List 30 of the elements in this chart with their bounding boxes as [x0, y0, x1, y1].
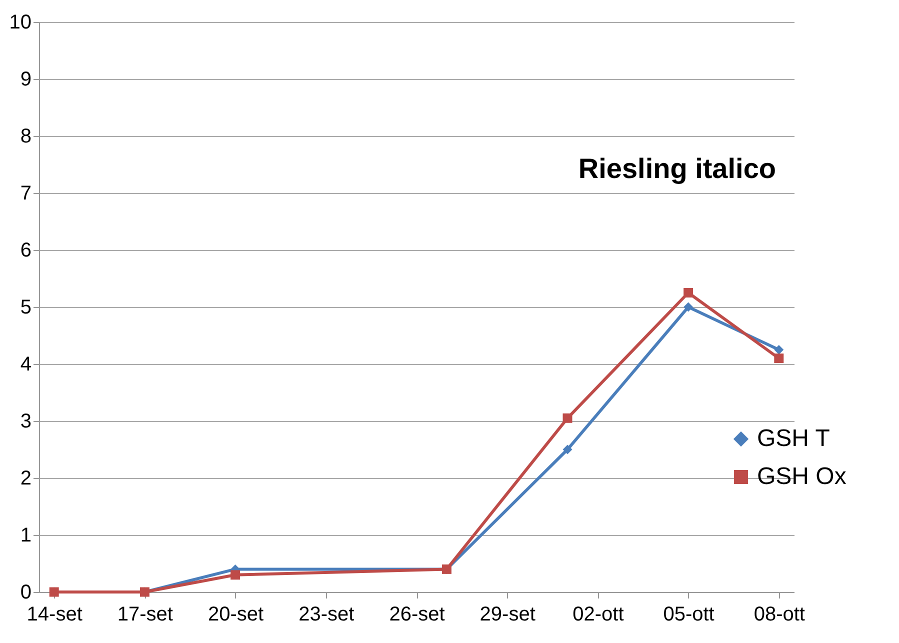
point [230, 570, 240, 580]
point [774, 345, 784, 354]
point [684, 288, 694, 298]
y-tick-label: 7 [20, 182, 32, 204]
text: Riesling italico [578, 153, 776, 184]
y-tick-label: 10 [9, 12, 32, 34]
y-tick-label: 5 [20, 296, 32, 318]
x-tick-label: 17-set [117, 604, 174, 626]
y-tick-label: 4 [20, 354, 32, 376]
legend-label: GSH Ox [757, 463, 846, 490]
point [562, 413, 572, 423]
x-tick-label: 29-set [480, 604, 536, 626]
y-tick-label: 1 [20, 524, 32, 546]
x-tick-label: 26-set [389, 604, 446, 626]
x-tick-label: 23-set [298, 604, 355, 626]
y-tick-label: 3 [20, 410, 32, 432]
x-tick-label: 08-ott [754, 604, 806, 626]
legend-label: GSH T [757, 425, 830, 452]
point [774, 354, 784, 364]
point [684, 302, 694, 312]
x-tick-label: 05-ott [663, 604, 715, 626]
x-tick-label: 02-ott [572, 604, 624, 626]
y-tick-label: 9 [20, 68, 32, 90]
y-tick-label: 8 [20, 126, 32, 148]
y-tick-label: 6 [20, 240, 32, 262]
x-tick-label: 14-set [26, 604, 83, 626]
x-tick-label: 20-set [208, 604, 264, 626]
y-tick-label: 2 [20, 468, 32, 490]
y-tick-label: 0 [20, 582, 32, 604]
point [562, 444, 572, 454]
